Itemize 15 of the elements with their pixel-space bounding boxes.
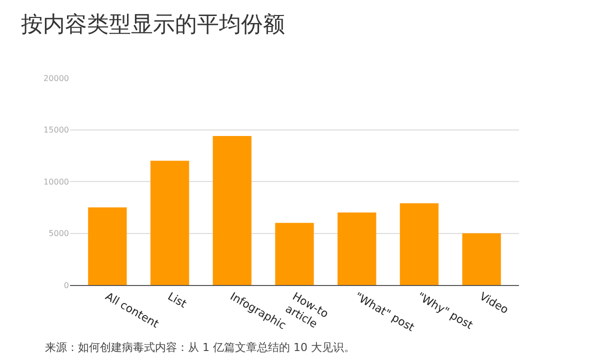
bar xyxy=(88,207,127,285)
bar xyxy=(275,222,314,285)
bar xyxy=(462,233,501,285)
bar xyxy=(400,203,439,285)
y-tick-label: 20000 xyxy=(44,74,69,83)
chart-title: 按内容类型显示的平均份额 xyxy=(20,12,285,38)
y-tick-label: 15000 xyxy=(44,126,69,135)
bar xyxy=(212,136,252,285)
source-note: 来源：如何创建病毒式内容：从 1 亿篇文章总结的 10 大见识。 xyxy=(45,341,355,354)
x-tick-label: List xyxy=(166,290,190,312)
y-tick-label: 5000 xyxy=(48,229,69,238)
y-tick-label: 10000 xyxy=(44,177,69,186)
bar xyxy=(150,160,190,285)
y-tick-label: 0 xyxy=(64,280,69,290)
bar xyxy=(338,212,376,285)
